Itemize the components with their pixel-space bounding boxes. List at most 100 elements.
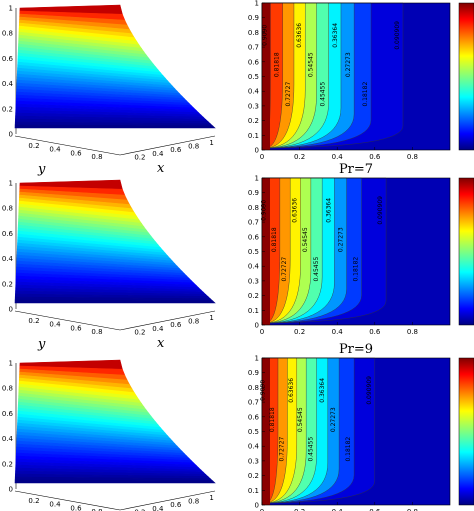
- row1-contour-label: 0.18182: [362, 82, 369, 107]
- row3-contour-y-tick-label: 1: [255, 355, 259, 363]
- row1-contour-x-tick-label: 0.2: [294, 153, 305, 161]
- row1-colorbar: [458, 2, 474, 151]
- row3-contour-x-tick-label: 0.6: [369, 508, 381, 511]
- row3-surface-plot: 0 0.2 0.4 0.6 0.8 1 0.2 0.4 0.6 0.8 0.2 0.4 0.6 0.8 1: [2, 360, 216, 511]
- row2-contour-y-tick-label: 0.3: [248, 277, 259, 285]
- row2-contour-label: 0.090909: [377, 196, 384, 225]
- row1-x-tick-label: 0.8: [188, 143, 199, 151]
- row1-contour-label: 0.45455: [320, 82, 327, 107]
- row3-contour-x-tick-label: 0.4: [332, 508, 344, 511]
- row2-z-tick-label: 0.6: [2, 230, 14, 238]
- row3-y-tick-label: 0.4: [49, 501, 61, 509]
- row1-contour-label: 0.63636: [296, 23, 303, 48]
- row2-x-tick-label: 0.4: [152, 325, 164, 333]
- row3-y-tick-label: 0.8: [91, 508, 102, 511]
- row1-contour-label: 0.72727: [285, 82, 292, 107]
- row2-plot-title: Pr=7: [339, 162, 373, 177]
- row1-contour-edge: [262, 3, 270, 150]
- row2-contour-y-tick-label: 0.7: [248, 219, 259, 227]
- row1-y-tick-label: 0.4: [49, 146, 61, 154]
- row3-contour-label: 0.63636: [288, 378, 295, 403]
- row2-contour-x-tick-label: 0.4: [332, 328, 344, 336]
- row2-contour-y-tick-label: 0.9: [248, 189, 259, 197]
- row1-contour-label: 0.090909: [394, 21, 401, 50]
- row3-contour-x-tick-label: 0.2: [294, 508, 305, 511]
- row2-z-tick-label: 0: [9, 306, 13, 314]
- row3-contour-y-tick-label: 0: [255, 502, 259, 510]
- row1-contour-y-tick-label: 0.5: [248, 73, 259, 81]
- row2-z-tick-label: 0.8: [2, 205, 13, 213]
- row3-contour-x-tick-label: 0.8: [407, 508, 418, 511]
- row2-contour-label: 0.18182: [353, 257, 360, 282]
- row1-z-tick-label: 0: [9, 131, 13, 139]
- row1-contour-label: 0.54545: [308, 52, 315, 77]
- row1-y-axis-label: y: [37, 162, 46, 177]
- row2-contour-x-tick-label: 0.8: [407, 328, 418, 336]
- row1-x-tick-label: 1: [209, 139, 213, 147]
- row1-contour-plot: 0.9090 0.81818 0.72727 0.63636 0.54545 0.4545…: [248, 0, 474, 161]
- row3-z-tick-label: 0: [9, 486, 13, 494]
- row2-x-tick-label: 0.2: [134, 328, 145, 336]
- row1-contour-x-tick-label: 0.6: [369, 153, 381, 161]
- row3-contour-label: 0.18182: [345, 437, 352, 462]
- row1-x-tick-label: 0.6: [170, 146, 182, 154]
- row2-z-tick-label: 1: [9, 180, 13, 188]
- row1-contour-x-tick-label: 0.8: [407, 153, 418, 161]
- row3-z-tick-label: 0.4: [2, 435, 14, 443]
- row2-contour-label: 0.45455: [313, 257, 320, 282]
- row2-colorbar: [458, 177, 474, 326]
- row3-y-tick-label: 0.2: [28, 497, 39, 505]
- row3-contour-y-tick-label: 0.5: [248, 428, 259, 436]
- row3-contour-x-tick-label: 0: [260, 508, 264, 511]
- row2-contour-y-tick-label: 0: [255, 322, 259, 330]
- row2-z-tick-label: 0.4: [2, 255, 14, 263]
- row1-contour-y-tick-label: 0.3: [248, 102, 259, 110]
- row3-x-tick-label: 0.8: [188, 498, 199, 506]
- row1-contour-x-tick-label: 0.4: [332, 153, 344, 161]
- row3-contour-y-tick-label: 0.7: [248, 399, 259, 407]
- row1-contour-y-tick-label: 0.8: [248, 29, 259, 37]
- row1-contour-y-tick-label: 0.9: [248, 14, 259, 22]
- row1-y-tick-label: 0.6: [70, 149, 82, 157]
- row2-contour-label: 0.9090: [261, 200, 268, 221]
- row1-z-tick-label: 0.2: [2, 105, 13, 113]
- row3-x-tick-label: 0.6: [170, 501, 182, 509]
- row2-x-axis: [119, 310, 216, 331]
- row1-contour-label: 0.81818: [274, 52, 281, 77]
- row2-contour-x-tick-label: 0.6: [369, 328, 381, 336]
- row3-z-tick-label: 0.6: [2, 410, 14, 418]
- row3-x-tick-label: 0.2: [134, 508, 145, 511]
- row2-z-tick-label: 0.2: [2, 280, 13, 288]
- row2-contour-label: 0.72727: [281, 257, 288, 282]
- row1-z-tick-label: 1: [9, 5, 13, 13]
- row2-contour-y-tick-label: 0.5: [248, 248, 259, 256]
- row2-y-axis-label: y: [37, 337, 46, 352]
- row1-contour-label: 0.27273: [345, 52, 352, 77]
- row2-y-tick-label: 0.6: [70, 324, 82, 332]
- row2-contour-edge: [262, 178, 270, 325]
- row2-contour-label: 0.54545: [302, 227, 309, 252]
- row2-contour-label: 0.27273: [338, 227, 345, 252]
- row3-contour-y-tick-label: 0.1: [248, 487, 259, 495]
- row2-x-tick-label: 1: [209, 314, 213, 322]
- row3-y-axis: [14, 490, 121, 511]
- row2-y-tick-label: 0.2: [28, 317, 39, 325]
- row3-contour-edge: [262, 358, 270, 505]
- row3-contour-label: 0.72727: [278, 437, 285, 462]
- row1-y-tick-label: 0.2: [28, 142, 39, 150]
- row2-contour-x-tick-label: 0: [260, 328, 264, 336]
- row2-contour-label: 0.36364: [325, 198, 332, 223]
- row3-contour-y-tick-label: 0.3: [248, 457, 259, 465]
- row3-contour-label: 0.9090: [260, 380, 267, 401]
- row3-contour-y-tick-label: 0.2: [248, 472, 259, 480]
- row3-colorbar: [458, 357, 474, 506]
- row1-surface-plot: 0 0.2 0.4 0.6 0.8 1 0.2 0.4 0.6 0.8 0.2 0.4 0.6 0.8 1 y…: [2, 5, 216, 177]
- row3-z-tick-label: 1: [9, 360, 13, 368]
- row1-x-axis: [119, 135, 216, 156]
- row3-contour-y-tick-label: 0.8: [248, 384, 259, 392]
- row3-contour-label: 0.54545: [297, 407, 304, 432]
- row3-x-tick-label: 0.4: [152, 505, 164, 511]
- row1-x-tick-label: 0.2: [134, 153, 145, 161]
- row1-contour-y-tick-label: 0: [255, 147, 259, 155]
